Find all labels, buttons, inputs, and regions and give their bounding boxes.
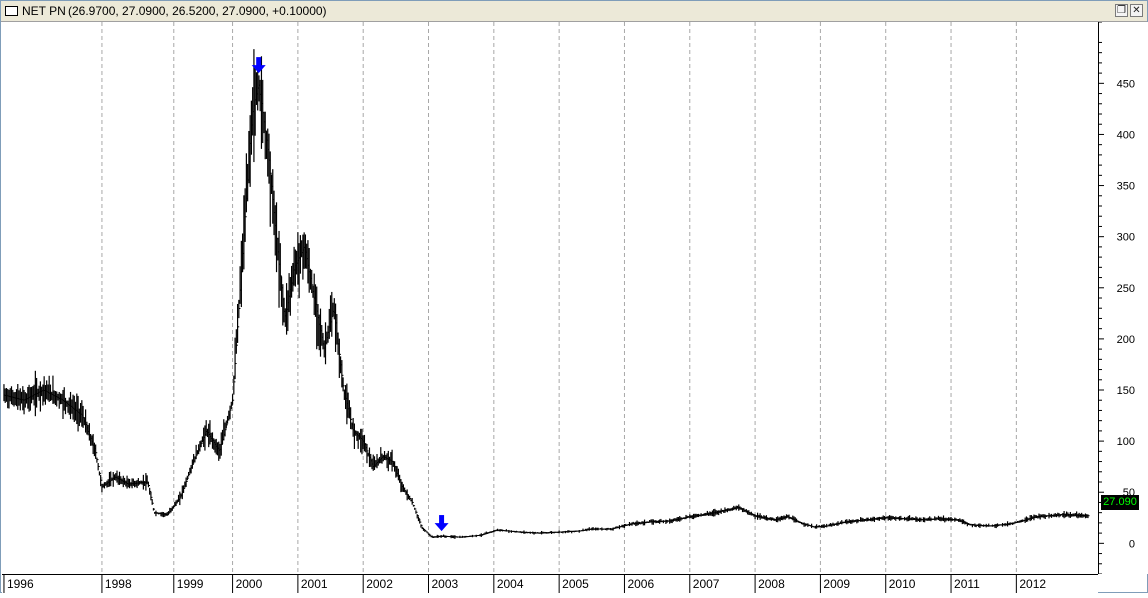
- price-tick-label: 0: [1129, 538, 1135, 550]
- price-tick-label: 150: [1117, 385, 1135, 397]
- price-tick-label: 200: [1117, 334, 1135, 346]
- time-axis[interactable]: 1996 1998 1999 2000 2001 2002 2003 2004 2005 2006…: [2, 574, 1098, 593]
- time-label-2009: 2009: [823, 577, 850, 591]
- last-price-badge: 27.090: [1101, 495, 1139, 510]
- time-label-2005: 2005: [562, 577, 589, 591]
- down-arrow-icon: [434, 515, 449, 532]
- time-label-2000: 2000: [236, 577, 263, 591]
- title-bar[interactable]: NET PN (26.9700, 27.0900, 26.5200, 27.09…: [1, 1, 1147, 22]
- price-tick-label: 100: [1117, 436, 1135, 448]
- time-label-2011: 2011: [954, 577, 980, 591]
- time-label-2006: 2006: [627, 577, 654, 591]
- restore-button[interactable]: ❐: [1115, 4, 1128, 17]
- time-label-1996: 1996: [7, 577, 34, 591]
- price-axis[interactable]: 0 50 100 150 200 250 300 350 400 450: [1098, 21, 1148, 575]
- time-label-2002: 2002: [366, 577, 393, 591]
- price-chart[interactable]: [2, 22, 1098, 574]
- time-label-2010: 2010: [889, 577, 916, 591]
- time-label-2008: 2008: [758, 577, 785, 591]
- down-arrow-icon: [251, 57, 266, 74]
- price-bars: [3, 49, 1090, 539]
- window-icon: [5, 6, 18, 16]
- price-tick-label: 250: [1117, 283, 1135, 295]
- quote-values: (26.9700, 27.0900, 26.5200, 27.0900, +0.…: [68, 4, 327, 18]
- time-label-1999: 1999: [177, 577, 204, 591]
- price-tick-label: 350: [1117, 181, 1135, 193]
- symbol-label: NET PN: [22, 4, 66, 18]
- price-tick-label: 300: [1117, 232, 1135, 244]
- time-label-2004: 2004: [497, 577, 524, 591]
- time-axis-svg: 1996 1998 1999 2000 2001 2002 2003 2004 2005 2006…: [3, 575, 1046, 593]
- time-label-2001: 2001: [301, 577, 328, 591]
- price-tick-label: 400: [1117, 129, 1135, 141]
- close-button[interactable]: ✕: [1130, 4, 1143, 17]
- price-tick-label: 450: [1117, 78, 1135, 90]
- time-label-2012: 2012: [1019, 577, 1046, 591]
- plot-area[interactable]: [2, 22, 1098, 574]
- time-label-1998: 1998: [105, 577, 132, 591]
- time-label-2003: 2003: [432, 577, 459, 591]
- time-label-2007: 2007: [693, 577, 720, 591]
